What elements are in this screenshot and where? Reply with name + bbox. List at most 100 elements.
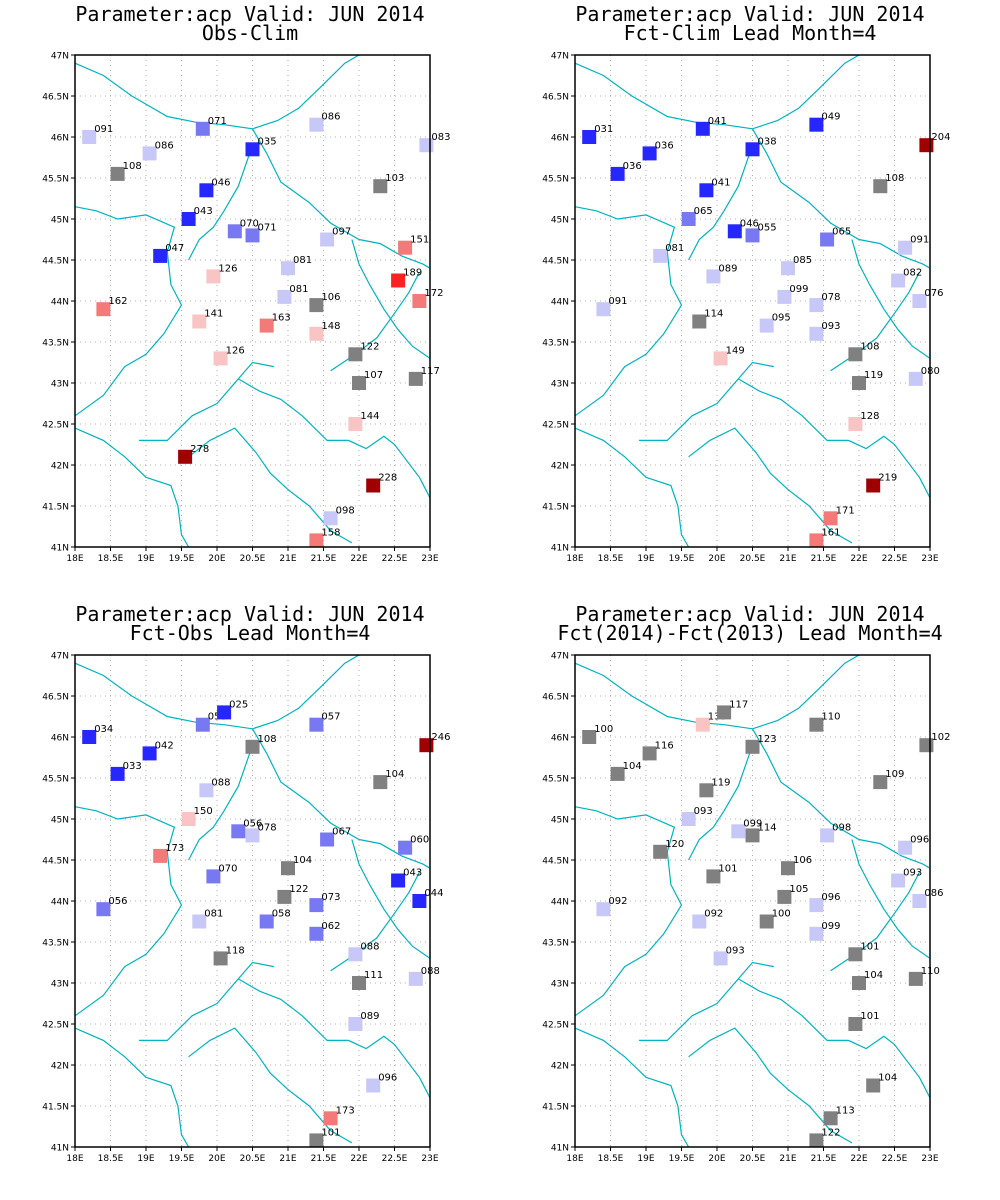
lon-tick-label: 21E <box>779 1154 796 1164</box>
station-value-label: 076 <box>924 288 943 299</box>
lon-tick-label: 20.5E <box>740 554 766 564</box>
station-marker <box>582 130 597 144</box>
station-marker <box>199 783 214 798</box>
station-value-label: 158 <box>321 527 340 538</box>
station-marker <box>699 183 714 198</box>
lat-tick-label: 44N <box>551 898 569 908</box>
station-value-label: 096 <box>910 835 929 846</box>
station-value-label: 114 <box>758 822 777 833</box>
station-value-label: 103 <box>385 173 404 184</box>
station-marker <box>777 289 792 304</box>
station-marker <box>206 869 221 884</box>
station-value-label: 049 <box>821 112 840 123</box>
station-value-label: 036 <box>655 140 674 151</box>
lat-tick-label: 45.5N <box>42 775 69 785</box>
station-value-label: 046 <box>211 177 230 188</box>
border-line <box>74 654 360 730</box>
lat-tick-label: 41N <box>551 544 569 554</box>
station-value-label: 086 <box>321 112 340 123</box>
station-value-label: 173 <box>165 843 184 854</box>
panel-title-line1: Parameter:acp Valid: JUN 2014 <box>575 602 925 626</box>
map-plot: 0340330420580251080881500560781730571042… <box>42 652 450 1165</box>
station-marker <box>281 261 295 276</box>
station-value-label: 047 <box>165 243 184 254</box>
lon-tick-label: 18E <box>566 554 583 564</box>
station-value-label: 144 <box>360 411 379 422</box>
station-marker <box>281 861 295 876</box>
station-value-label: 041 <box>708 116 727 127</box>
station-marker <box>898 840 913 855</box>
station-value-label: 278 <box>190 444 209 455</box>
border-line <box>751 728 931 869</box>
station-marker <box>706 869 721 884</box>
station-marker <box>352 976 366 990</box>
station-value-label: 078 <box>258 822 277 833</box>
lat-tick-label: 42.5N <box>542 1021 569 1031</box>
station-value-label: 161 <box>821 527 840 538</box>
panel-title-line1: Parameter:acp Valid: JUN 2014 <box>75 602 425 626</box>
lon-tick-label: 22E <box>350 554 367 564</box>
lon-tick-label: 21E <box>279 554 296 564</box>
lat-tick-label: 46.5N <box>42 93 69 103</box>
station-marker <box>309 117 324 132</box>
station-value-label: 067 <box>332 827 351 838</box>
border-line <box>351 239 431 359</box>
station-marker <box>192 314 207 329</box>
lat-tick-label: 46.5N <box>542 693 569 703</box>
station-value-label: 095 <box>772 313 791 324</box>
station-marker <box>866 1078 881 1093</box>
lat-axis: 41N 41.5N 42N 42.5N 43N 43.5N 44N 44.5N 45N 45.5N… <box>542 652 575 1154</box>
lat-tick-label: 45.5N <box>542 775 569 785</box>
station-marker <box>642 146 657 161</box>
border-lines <box>74 654 431 1148</box>
station-value-label: 104 <box>864 970 883 981</box>
station-marker <box>717 705 732 720</box>
border-line <box>688 1027 853 1144</box>
station-marker <box>153 848 168 863</box>
map-panel-obs-clim: Parameter:acp Valid: JUN 2014 Obs-Clim 0… <box>20 0 480 580</box>
station-marker <box>727 224 742 239</box>
station-marker <box>348 947 363 962</box>
station-value-label: 108 <box>860 341 879 352</box>
station-value-label: 091 <box>910 235 929 246</box>
station-value-label: 122 <box>821 1127 840 1138</box>
station-value-label: 057 <box>321 712 340 723</box>
station-value-label: 101 <box>718 863 737 874</box>
station-marker <box>245 228 260 243</box>
station-marker <box>610 166 625 181</box>
station-value-label: 086 <box>155 140 174 151</box>
station-marker <box>277 289 292 304</box>
station-marker <box>681 812 696 826</box>
station-value-label: 108 <box>258 734 277 745</box>
station-value-label: 033 <box>123 761 142 772</box>
border-lines <box>574 654 931 1148</box>
lon-tick-label: 19E <box>637 1154 654 1164</box>
station-marker <box>192 914 207 929</box>
station-marker <box>259 318 274 333</box>
station-marker <box>82 130 97 144</box>
station-markers: 0911080860710350460430700710470861030830… <box>82 112 450 548</box>
lon-axis: 18E 18.5E 19E 19.5E 20E 20.5E 21E 21.5E 22E 22.5E… <box>66 547 439 564</box>
border-line <box>330 872 420 972</box>
station-marker <box>348 1017 363 1031</box>
lon-tick-label: 19E <box>137 1154 154 1164</box>
station-marker <box>408 371 423 386</box>
station-value-label: 151 <box>410 235 429 246</box>
lon-tick-label: 20E <box>208 554 225 564</box>
station-value-label: 058 <box>272 909 291 920</box>
station-marker <box>809 898 824 913</box>
lat-tick-label: 47N <box>51 52 69 62</box>
station-value-label: 148 <box>321 321 340 332</box>
border-line <box>830 272 920 372</box>
station-marker <box>820 828 835 843</box>
station-marker <box>759 914 774 929</box>
lat-tick-label: 41.5N <box>42 1103 69 1113</box>
station-markers: 1001041161351171231190930991141201101091… <box>582 699 950 1148</box>
panel-title: Parameter:acp Valid: JUN 2014 Obs-Clim <box>20 4 480 43</box>
station-marker <box>820 232 835 247</box>
station-value-label: 204 <box>931 132 950 143</box>
station-value-label: 082 <box>903 268 922 279</box>
station-marker <box>695 717 710 732</box>
lat-tick-label: 45N <box>51 816 69 826</box>
station-value-label: 098 <box>336 505 355 516</box>
